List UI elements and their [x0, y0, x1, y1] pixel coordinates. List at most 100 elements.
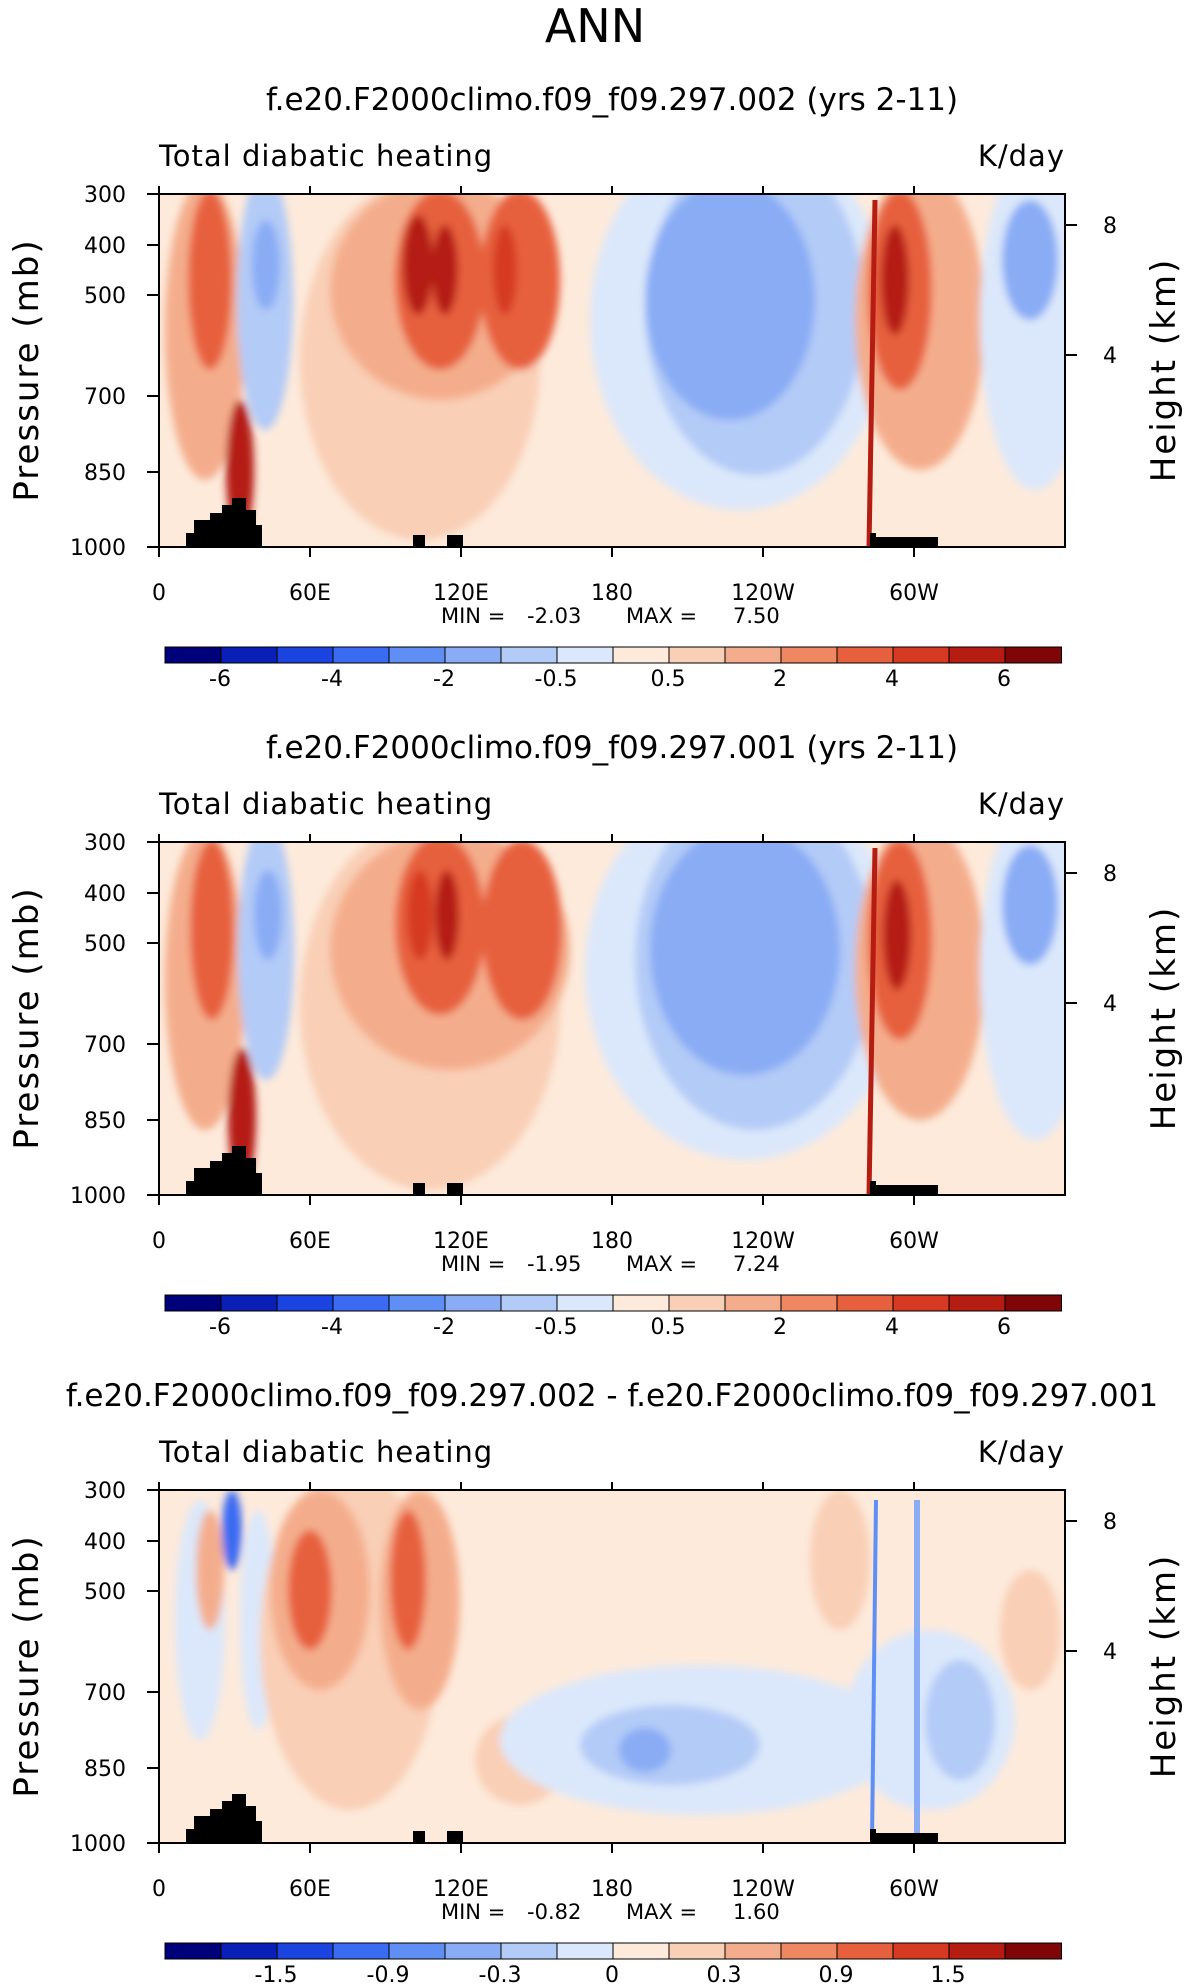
contour-field [159, 842, 1065, 1195]
heating-core [881, 225, 909, 335]
topography-mask [447, 535, 463, 547]
heating-core [432, 225, 458, 315]
colorbar-swatch [1004, 1294, 1062, 1312]
heating-area [196, 1510, 224, 1630]
x-tick-label: 120E [433, 1229, 489, 1254]
heating-core [866, 847, 878, 1195]
heating-core [407, 870, 433, 960]
colorbar-swatch [892, 646, 950, 664]
max-value: 7.50 [733, 604, 780, 628]
colorbar-swatch [556, 1294, 614, 1312]
colorbar-swatch [220, 1294, 278, 1312]
colorbar-swatch [332, 646, 390, 664]
colorbar-swatch [164, 646, 222, 664]
colorbar-swatch [612, 1294, 670, 1312]
y2-tick-label: 4 [1103, 992, 1117, 1017]
heating-area [190, 842, 234, 1020]
colorbar-label: -0.5 [535, 667, 578, 692]
heating-core [883, 880, 911, 990]
x-tick-label: 120W [731, 1229, 795, 1254]
colorbar-swatch [892, 1294, 950, 1312]
x-tick-label: 0 [152, 1229, 166, 1254]
colorbar-swatch [556, 646, 614, 664]
colorbar-swatch [388, 1294, 446, 1312]
x-tick-label: 0 [152, 1877, 166, 1902]
x-tick-label: 60W [889, 1229, 939, 1254]
heating-core [866, 199, 878, 547]
y-tick-label: 500 [84, 932, 126, 957]
colorbar-label: 1.5 [931, 1963, 966, 1987]
x-tick-label: 60E [289, 1229, 331, 1254]
y-tick-label: 500 [84, 1580, 126, 1605]
heating-area [188, 194, 232, 370]
contour-field [159, 1490, 1065, 1843]
colorbar-swatch [780, 1942, 838, 1960]
colorbar-swatch [1004, 646, 1062, 664]
min-value: -2.03 [527, 604, 581, 628]
cooling-core [650, 842, 840, 1075]
colorbar-swatch [948, 1942, 1006, 1960]
variable-label: Total diabatic heating [158, 787, 493, 821]
y-tick-label: 400 [84, 882, 126, 907]
colorbar-label: -2 [433, 667, 455, 692]
colorbar-swatch [444, 1294, 502, 1312]
colorbar-swatch [388, 1942, 446, 1960]
colorbar-label: -1.5 [255, 1963, 298, 1987]
figure-title: ANN [545, 0, 645, 53]
colorbar-swatch [276, 646, 334, 664]
y-tick-label: 500 [84, 284, 126, 309]
heating-area [390, 1510, 426, 1650]
colorbar-swatch [724, 646, 782, 664]
colorbar-swatch [892, 1942, 950, 1960]
panel-title: f.e20.F2000climo.f09_f09.297.001 (yrs 2-… [266, 730, 958, 766]
x-tick-label: 60W [889, 581, 939, 606]
topography-mask [413, 1183, 425, 1195]
colorbar [164, 1942, 1062, 1960]
x-tick-label: 0 [152, 581, 166, 606]
colorbar-swatch [836, 1294, 894, 1312]
y-tick-label: 700 [84, 1681, 126, 1706]
colorbar-swatch [948, 1294, 1006, 1312]
panel-title: f.e20.F2000climo.f09_f09.297.002 - f.e20… [66, 1378, 1158, 1414]
heating-area [482, 842, 562, 1020]
y-tick-label: 300 [84, 183, 126, 208]
heating-area [480, 194, 560, 370]
topography-mask [186, 1146, 262, 1195]
min-label: MIN = [441, 1252, 505, 1276]
colorbar-swatch [668, 1942, 726, 1960]
colorbar-swatch [444, 646, 502, 664]
cooling-core [645, 194, 815, 420]
panel-1: f.e20.F2000climo.f09_f09.297.002 (yrs 2-… [7, 82, 1184, 692]
heating-area [288, 1530, 332, 1650]
colorbar-label: 2 [773, 1315, 787, 1340]
colorbar-swatch [836, 646, 894, 664]
heating-core [493, 225, 517, 315]
y2-axis-title: Height (km) [1144, 258, 1184, 483]
colorbar [164, 1294, 1062, 1312]
cooling-core [1002, 200, 1058, 320]
x-tick-label: 120E [433, 581, 489, 606]
y-axis-title: Pressure (mb) [7, 886, 47, 1149]
colorbar-swatch [780, 646, 838, 664]
colorbar-label: 4 [885, 1315, 899, 1340]
y2-tick-label: 8 [1103, 862, 1117, 887]
colorbar-swatch [332, 1942, 390, 1960]
colorbar-swatch [836, 1942, 894, 1960]
x-tick-label: 60E [289, 581, 331, 606]
colorbar-label: 0.9 [819, 1963, 854, 1987]
cooling-core [1002, 845, 1058, 965]
cooling-core [870, 1499, 878, 1843]
topography-mask [447, 1183, 463, 1195]
x-tick-label: 180 [591, 1229, 633, 1254]
topography-mask [870, 1181, 938, 1195]
min-value: -1.95 [527, 1252, 581, 1276]
colorbar-label: 0.3 [707, 1963, 742, 1987]
colorbar-label: 0.5 [651, 1315, 686, 1340]
colorbar-swatch [276, 1942, 334, 1960]
panel-2: f.e20.F2000climo.f09_f09.297.001 (yrs 2-… [7, 730, 1184, 1340]
colorbar-label: 4 [885, 667, 899, 692]
colorbar-swatch [500, 1942, 558, 1960]
units-label: K/day [978, 139, 1065, 173]
panel-3: f.e20.F2000climo.f09_f09.297.002 - f.e20… [7, 1378, 1184, 1987]
max-value: 7.24 [733, 1252, 780, 1276]
